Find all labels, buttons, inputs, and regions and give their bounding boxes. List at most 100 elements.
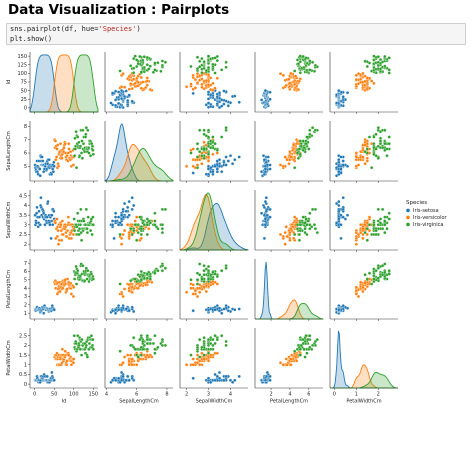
point-PetalLengthCm-SepalLengthCm-Iris-virginica [308,128,312,132]
point-PetalWidthCm-SepalWidthCm-Iris-virginica [363,230,367,235]
point-SepalWidthCm-SepalLengthCm-Iris-virginica [195,147,200,151]
point-SepalWidthCm-SepalLengthCm-Iris-virginica [206,128,211,132]
point-SepalLengthCm-PetalLengthCm-Iris-virginica [163,266,168,270]
point-Id-SepalWidthCm-Iris-setosa [52,209,56,213]
point-Id-PetalLengthCm-Iris-versicolor [71,294,76,299]
point-Id-SepalWidthCm-Iris-virginica [75,225,79,229]
point-SepalLengthCm-SepalWidthCm-Iris-virginica [153,223,157,227]
point-SepalWidthCm-PetalLengthCm-Iris-versicolor [189,286,193,290]
point-PetalWidthCm-PetalLengthCm-Iris-virginica [367,271,372,275]
point-SepalWidthCm-SepalLengthCm-Iris-setosa [217,158,222,162]
point-SepalWidthCm-Id-Iris-setosa [206,101,211,105]
point-SepalLengthCm-PetalWidthCm-Iris-versicolor [121,361,125,365]
legend-label-Iris-versicolor: Iris-versicolor [413,215,448,221]
point-PetalLengthCm-SepalLengthCm-Iris-versicolor [291,148,295,152]
point-SepalLengthCm-PetalLengthCm-Iris-versicolor [145,280,149,284]
point-SepalWidthCm-Id-Iris-versicolor [191,73,195,78]
point-PetalWidthCm-Id-Iris-versicolor [372,81,376,86]
point-SepalWidthCm-PetalLengthCm-Iris-setosa [226,309,230,313]
ytick-label-PetalWidthCm: 0.5 [19,372,27,378]
point-Id-SepalLengthCm-Iris-virginica [80,156,85,160]
point-PetalWidthCm-PetalLengthCm-Iris-versicolor [354,285,358,289]
point-PetalLengthCm-SepalLengthCm-Iris-versicolor [288,150,292,154]
point-SepalWidthCm-PetalLengthCm-Iris-virginica [213,272,217,276]
point-PetalLengthCm-Id-Iris-virginica [313,63,318,68]
point-Id-PetalLengthCm-Iris-virginica [72,277,77,281]
point-Id-PetalWidthCm-Iris-versicolor [71,361,76,365]
point-SepalWidthCm-SepalLengthCm-Iris-virginica [220,135,224,139]
code-cell[interactable]: sns.pairplot(df, hue='Species') plt.show… [6,23,466,45]
point-Id-SepalLengthCm-Iris-setosa [52,160,56,164]
point-PetalLengthCm-SepalWidthCm-Iris-virginica [298,228,302,233]
point-Id-PetalWidthCm-Iris-virginica [90,343,95,348]
point-SepalWidthCm-Id-Iris-virginica [198,59,202,63]
point-SepalWidthCm-PetalLengthCm-Iris-virginica [206,264,211,269]
point-SepalWidthCm-PetalWidthCm-Iris-virginica [220,334,224,338]
xtick-label-SepalWidthCm: 3 [207,392,210,398]
point-PetalLengthCm-PetalWidthCm-Iris-versicolor [289,363,293,367]
point-PetalWidthCm-PetalLengthCm-Iris-versicolor [354,292,358,296]
point-PetalWidthCm-SepalWidthCm-Iris-setosa [334,221,339,225]
point-SepalLengthCm-PetalWidthCm-Iris-virginica [145,347,149,351]
point-Id-SepalLengthCm-Iris-virginica [90,144,95,148]
point-SepalWidthCm-Id-Iris-versicolor [200,85,204,89]
point-PetalWidthCm-PetalLengthCm-Iris-versicolor [361,285,365,289]
point-SepalWidthCm-SepalLengthCm-Iris-virginica [215,148,219,152]
point-PetalLengthCm-SepalLengthCm-Iris-virginica [298,152,302,156]
point-SepalWidthCm-PetalLengthCm-Iris-versicolor [204,284,208,288]
point-PetalWidthCm-PetalLengthCm-Iris-virginica [387,272,391,276]
point-SepalWidthCm-PetalLengthCm-Iris-setosa [222,307,226,311]
point-SepalLengthCm-Id-Iris-virginica [142,55,146,59]
point-SepalLengthCm-SepalWidthCm-Iris-setosa [113,219,118,223]
point-PetalLengthCm-PetalWidthCm-Iris-setosa [265,370,269,375]
point-SepalLengthCm-Id-Iris-virginica [135,64,139,69]
point-SepalWidthCm-Id-Iris-versicolor [200,77,204,81]
point-SepalLengthCm-PetalLengthCm-Iris-virginica [160,269,165,273]
point-SepalWidthCm-PetalLengthCm-Iris-versicolor [191,283,195,287]
point-Id-SepalLengthCm-Iris-virginica [80,139,84,143]
point-SepalLengthCm-Id-Iris-setosa [122,94,127,99]
point-SepalWidthCm-Id-Iris-virginica [195,66,200,71]
code-line-1: sns.pairplot(df, hue='Species') [10,25,465,35]
point-SepalLengthCm-SepalWidthCm-Iris-versicolor [122,228,127,233]
point-SepalLengthCm-SepalWidthCm-Iris-setosa [110,223,115,227]
point-SepalLengthCm-PetalWidthCm-Iris-virginica [153,347,157,351]
point-SepalWidthCm-PetalWidthCm-Iris-virginica [206,343,211,348]
point-PetalLengthCm-PetalWidthCm-Iris-versicolor [293,355,298,359]
point-PetalWidthCm-SepalWidthCm-Iris-versicolor [365,221,369,225]
point-PetalLengthCm-PetalWidthCm-Iris-versicolor [278,361,283,365]
point-SepalLengthCm-PetalLengthCm-Iris-virginica [148,277,152,281]
point-Id-SepalWidthCm-Iris-versicolor [61,232,65,237]
point-SepalLengthCm-Id-Iris-versicolor [139,75,143,80]
point-SepalWidthCm-SepalLengthCm-Iris-virginica [211,135,215,139]
point-SepalWidthCm-SepalLengthCm-Iris-setosa [230,162,235,166]
point-SepalWidthCm-SepalLengthCm-Iris-setosa [226,159,230,163]
point-Id-SepalWidthCm-Iris-virginica [72,217,76,221]
point-PetalWidthCm-SepalWidthCm-Iris-setosa [339,213,343,217]
point-SepalLengthCm-Id-Iris-versicolor [130,86,134,91]
point-SepalLengthCm-Id-Iris-versicolor [145,83,149,87]
point-SepalWidthCm-Id-Iris-virginica [206,65,211,70]
point-Id-SepalWidthCm-Iris-versicolor [65,234,69,239]
point-SepalWidthCm-PetalWidthCm-Iris-versicolor [191,363,195,367]
point-PetalLengthCm-SepalWidthCm-Iris-virginica [308,211,312,215]
point-PetalLengthCm-PetalWidthCm-Iris-virginica [299,343,303,348]
point-SepalWidthCm-SepalLengthCm-Iris-virginica [198,150,202,154]
point-SepalWidthCm-Id-Iris-versicolor [189,82,193,86]
point-SepalLengthCm-SepalWidthCm-Iris-versicolor [119,236,124,241]
point-PetalLengthCm-SepalWidthCm-Iris-setosa [263,199,268,204]
point-Id-SepalLengthCm-Iris-setosa [51,170,56,174]
xtick-label-PetalWidthCm: 2 [377,392,380,398]
point-Id-SepalLengthCm-Iris-virginica [87,151,91,155]
point-PetalWidthCm-SepalWidthCm-Iris-versicolor [356,232,361,237]
point-SepalLengthCm-PetalWidthCm-Iris-setosa [119,378,124,382]
point-SepalLengthCm-SepalWidthCm-Iris-virginica [145,217,149,221]
point-PetalWidthCm-SepalLengthCm-Iris-setosa [339,155,343,159]
point-PetalLengthCm-Id-Iris-versicolor [298,77,302,81]
point-SepalWidthCm-SepalLengthCm-Iris-virginica [189,151,193,155]
point-PetalWidthCm-SepalWidthCm-Iris-virginica [383,219,387,223]
point-SepalWidthCm-PetalLengthCm-Iris-setosa [233,308,237,312]
point-Id-SepalLengthCm-Iris-virginica [74,130,78,134]
point-SepalLengthCm-Id-Iris-virginica [129,64,133,68]
point-SepalWidthCm-PetalLengthCm-Iris-setosa [191,309,195,313]
